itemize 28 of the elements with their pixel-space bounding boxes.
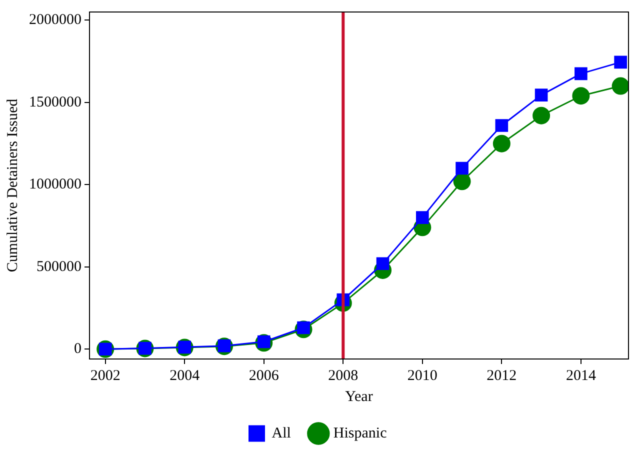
y-tick-label: 500000 xyxy=(36,258,82,275)
y-tick-label: 2000000 xyxy=(29,12,82,28)
point xyxy=(495,119,508,132)
x-tick-label: 2002 xyxy=(90,368,120,384)
x-tick-label: 2010 xyxy=(407,368,438,384)
point xyxy=(376,257,390,270)
y-axis-title: Cumulative Detainers Issued xyxy=(4,98,21,272)
point xyxy=(492,134,510,152)
x-tick-label: 2008 xyxy=(328,368,358,384)
x-tick-label: 2012 xyxy=(486,368,517,384)
x-tick-label: 2004 xyxy=(170,368,200,384)
x-axis-title: Year xyxy=(345,388,373,405)
legend-label: Hispanic xyxy=(333,425,388,442)
point xyxy=(614,56,627,69)
point xyxy=(574,67,588,80)
point xyxy=(572,87,590,105)
x-tick-label: 2006 xyxy=(248,368,280,384)
point xyxy=(453,172,471,190)
point xyxy=(612,77,628,95)
point xyxy=(416,211,429,224)
point xyxy=(456,162,468,175)
y-tick-label: 1500000 xyxy=(29,94,82,110)
y-tick-label: 1000000 xyxy=(29,176,82,193)
point xyxy=(532,106,550,124)
y-tick-label: 0 xyxy=(74,341,82,358)
point xyxy=(534,88,548,102)
x-tick-label: 2014 xyxy=(566,368,596,384)
legend-label: All xyxy=(272,425,291,442)
